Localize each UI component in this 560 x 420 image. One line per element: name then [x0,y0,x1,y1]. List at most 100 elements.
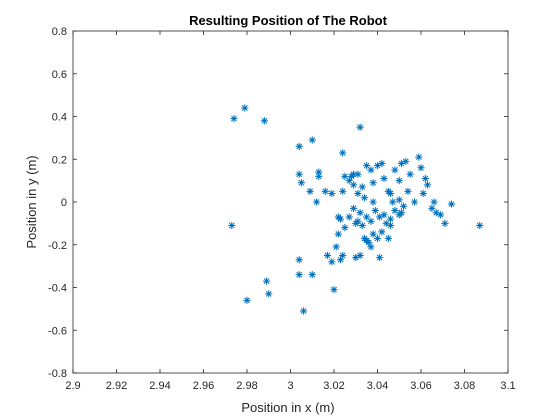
plot-frame [72,30,509,374]
data-point [378,159,386,168]
data-point [415,153,423,161]
data-point [363,236,371,245]
data-point [328,189,336,198]
data-point [345,213,353,221]
x-tick-label: 3.02 [323,380,344,392]
chart-title: Resulting Position of The Robot [189,13,388,28]
data-point [356,123,364,131]
data-point [339,251,347,260]
y-tick-label: -0.4 [48,283,67,295]
x-tick-label: 2.92 [106,380,127,392]
data-point [230,115,238,123]
x-tick-label: 3.06 [410,380,431,392]
data-point [373,162,382,170]
data-point [321,187,329,195]
data-point [345,177,353,185]
y-tick-label: 0.4 [52,112,67,124]
data-point [358,183,366,191]
y-tick-label: 0.8 [52,26,67,38]
data-point [354,189,362,198]
data-point [341,172,349,180]
data-point [382,219,390,227]
data-point [386,189,395,198]
x-tick-label: 2.96 [193,380,214,392]
data-point [378,228,386,236]
data-point [332,243,340,251]
plot-area: 2.9 2.92 2.94 2.96 2.98 3 3.02 3.04 3.06 3.08 3.1 -… [48,26,516,392]
data-point [295,142,303,151]
data-point [315,168,323,176]
x-axis-label: Position in x (m) [241,400,334,415]
data-point [363,162,371,170]
data-point [371,206,379,215]
data-point [299,307,308,315]
data-point [430,198,438,206]
y-axis-label: Position in y (m) [24,155,39,248]
data-point [354,170,362,178]
data-point [389,198,397,206]
data-point [341,224,349,232]
data-point [447,200,456,208]
data-point [265,290,273,298]
data-point [404,187,412,195]
data-point [384,234,392,242]
y-tick-label: -0.2 [48,240,67,252]
data-point [358,221,366,230]
data-point [367,166,375,174]
data-point [391,206,399,215]
x-tick-label: 2.9 [65,380,80,392]
data-point [395,196,403,204]
x-tick-label: 3.04 [367,380,388,392]
data-point [423,181,432,189]
data-point [328,258,336,266]
data-point [476,221,484,230]
data-point [349,181,358,189]
data-point [315,172,323,180]
data-point [367,243,375,251]
data-point [360,194,369,202]
y-tick-label: -0.6 [48,325,67,337]
data-point [330,286,338,294]
data-point [369,179,377,187]
data-point [363,213,371,221]
x-tick-label: 3.1 [500,380,515,392]
data-point [380,174,388,183]
data-point [334,230,342,238]
data-point [297,179,305,187]
data-point [369,198,377,206]
data-point [369,230,377,238]
data-point [376,253,384,262]
data-point [228,221,236,230]
data-point [417,164,425,172]
data-point [400,202,408,210]
data-point [402,157,410,165]
x-tick-label: 3.08 [454,380,475,392]
data-point [295,170,303,178]
data-point [306,187,314,195]
data-point [295,256,303,264]
data-point [295,271,303,279]
data-point [262,277,271,285]
data-point [386,215,395,223]
data-point [428,204,436,213]
data-point [391,166,399,174]
data-point [410,198,419,206]
data-point [386,221,395,230]
data-point [339,187,347,195]
data-point [352,253,360,262]
data-point [313,198,321,206]
data-point [339,149,347,157]
x-tick-label: 2.94 [149,380,170,392]
data-point [260,117,268,125]
data-point [395,177,403,185]
data-point [419,189,427,198]
data-point [356,209,364,217]
y-tick-label: 0.6 [52,69,67,81]
data-point [354,217,362,225]
data-point [373,234,382,242]
data-point [243,296,251,304]
data-point [367,217,375,225]
y-tick-label: 0 [61,197,67,209]
data-point [397,209,406,217]
